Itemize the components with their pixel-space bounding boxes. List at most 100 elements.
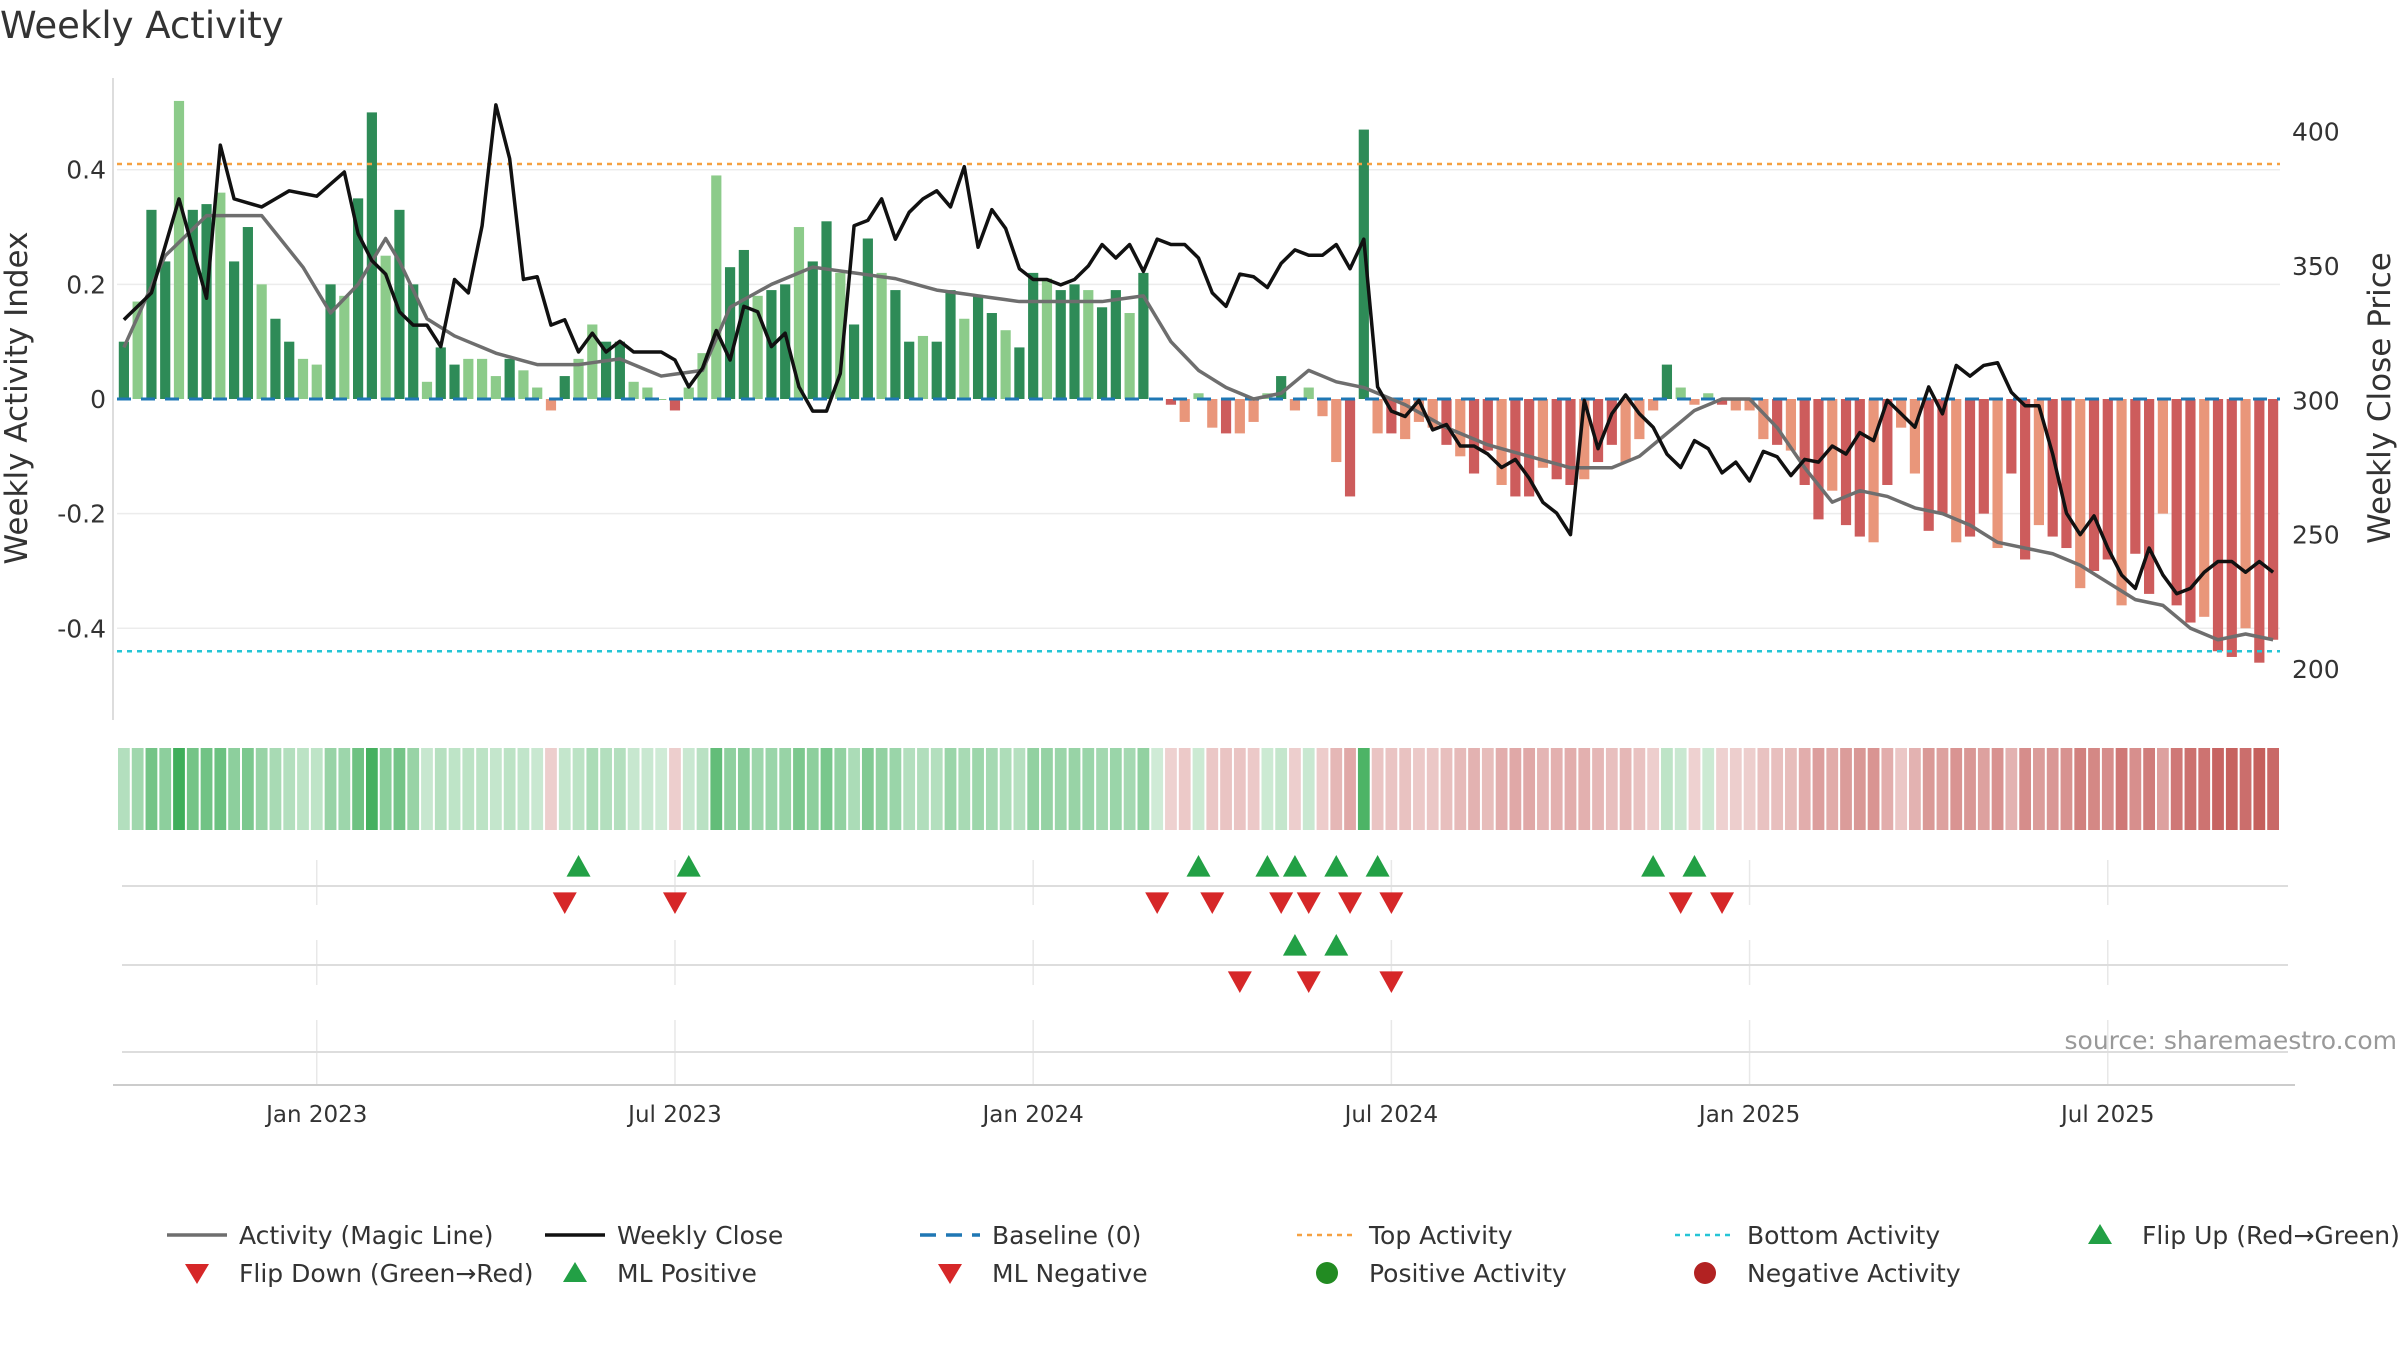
heat-cell [682,748,695,830]
activity-bar [917,335,929,399]
activity-bar [297,358,309,399]
heat-cell [1909,748,1921,830]
activity-bar [463,358,474,399]
line-layer [117,103,2280,653]
heat-cell [159,748,172,830]
flip-down-marker [1710,892,1735,914]
legend-label: Negative Activity [1747,1259,1961,1288]
heat-cell [600,748,612,830]
activity-bar [353,198,364,399]
activity-bar [738,249,749,399]
heat-cell [558,748,571,830]
activity-bar [1179,399,1190,422]
heat-cell [338,748,351,830]
heat-cell [1109,748,1122,830]
activity-bar [2268,399,2279,640]
flip-up-marker [1682,855,1707,877]
heat-cell [1922,748,1935,830]
flip-down-marker [662,892,687,914]
heat-cell [985,748,998,830]
heat-cell [724,748,736,830]
activity-bar [573,358,584,399]
activity-bar [1303,387,1314,399]
ml-positive-marker [1282,934,1307,956]
heat-cell [1523,748,1536,830]
heat-cell [875,748,888,830]
activity-bar [380,255,391,399]
activity-bar [1041,278,1053,399]
activity-bar [1758,399,1769,440]
activity-bar [394,209,405,399]
heat-cell [572,748,585,830]
activity-bar [890,290,901,399]
legend-swatch-triangle-down [938,1264,962,1284]
activity-bar [1468,399,1480,474]
heat-cell [131,748,144,830]
heat-cell [2157,748,2169,830]
legend-swatch-triangle-down [185,1264,209,1284]
activity-bar [408,284,419,399]
heat-cell [2115,748,2128,830]
heat-cell [2239,748,2252,830]
flip-down-marker [1200,892,1225,914]
activity-bar [1537,399,1549,468]
x-tick-label: Jul 2023 [626,1102,722,1128]
legend-label: Top Activity [1368,1221,1513,1250]
activity-bar [1689,399,1700,405]
ml-negative-marker [1227,971,1252,993]
heat-cell [1468,748,1480,830]
activity-bar [1110,290,1121,399]
activity-bar [1785,399,1797,451]
activity-bar [752,295,763,399]
legend-label: ML Negative [992,1259,1148,1288]
heat-cell [1674,748,1687,830]
activity-bar [904,341,915,399]
y-tick-right: 300 [2292,386,2340,415]
activity-bar [1055,290,1066,399]
y-tick-left: 0 [90,385,106,414]
heat-cell [545,748,557,830]
activity-bar [1524,399,1535,497]
flip-down-marker [1269,892,1294,914]
activity-bar [1772,399,1783,445]
heat-cell [393,748,406,830]
heat-cell [2212,748,2224,830]
flip-down-marker [1379,892,1404,914]
y-tick-right: 250 [2292,521,2340,550]
activity-bar [656,399,667,400]
legend-label: Positive Activity [1369,1259,1567,1288]
heat-cell [1220,748,1232,830]
activity-bar [642,387,653,399]
activity-bar [614,341,625,399]
activity-bar [2088,399,2100,571]
heat-cell [696,748,709,830]
heat-cell [462,748,475,830]
y-tick-left: -0.4 [57,614,106,643]
magic-line [122,213,2274,642]
heat-cell [1743,748,1756,830]
activity-bar [1441,399,1452,445]
activity-bar [2144,399,2155,594]
activity-bar [1234,399,1245,434]
activity-bar [1648,399,1659,411]
heat-cell [1716,748,1728,830]
heat-cell [531,748,544,830]
x-tick-label: Jul 2024 [1343,1102,1439,1128]
activity-bar [1882,399,1893,485]
heat-cell [1068,748,1081,830]
legend-label: Bottom Activity [1747,1221,1940,1250]
activity-bar [2075,399,2086,589]
activity-bar [1482,399,1493,451]
activity-bar [449,364,460,399]
grid-layer [117,168,2280,630]
heat-cell [2129,748,2142,830]
heat-cell [1592,748,1604,830]
flip-up-marker [1365,855,1390,877]
heat-cell [118,748,130,830]
heat-cell [1041,748,1053,830]
heat-cell [903,748,916,830]
heat-cell [2184,748,2197,830]
legend-item: Negative Activity [1694,1259,1961,1288]
heat-cell [1344,748,1356,830]
activity-bar [1165,399,1177,405]
